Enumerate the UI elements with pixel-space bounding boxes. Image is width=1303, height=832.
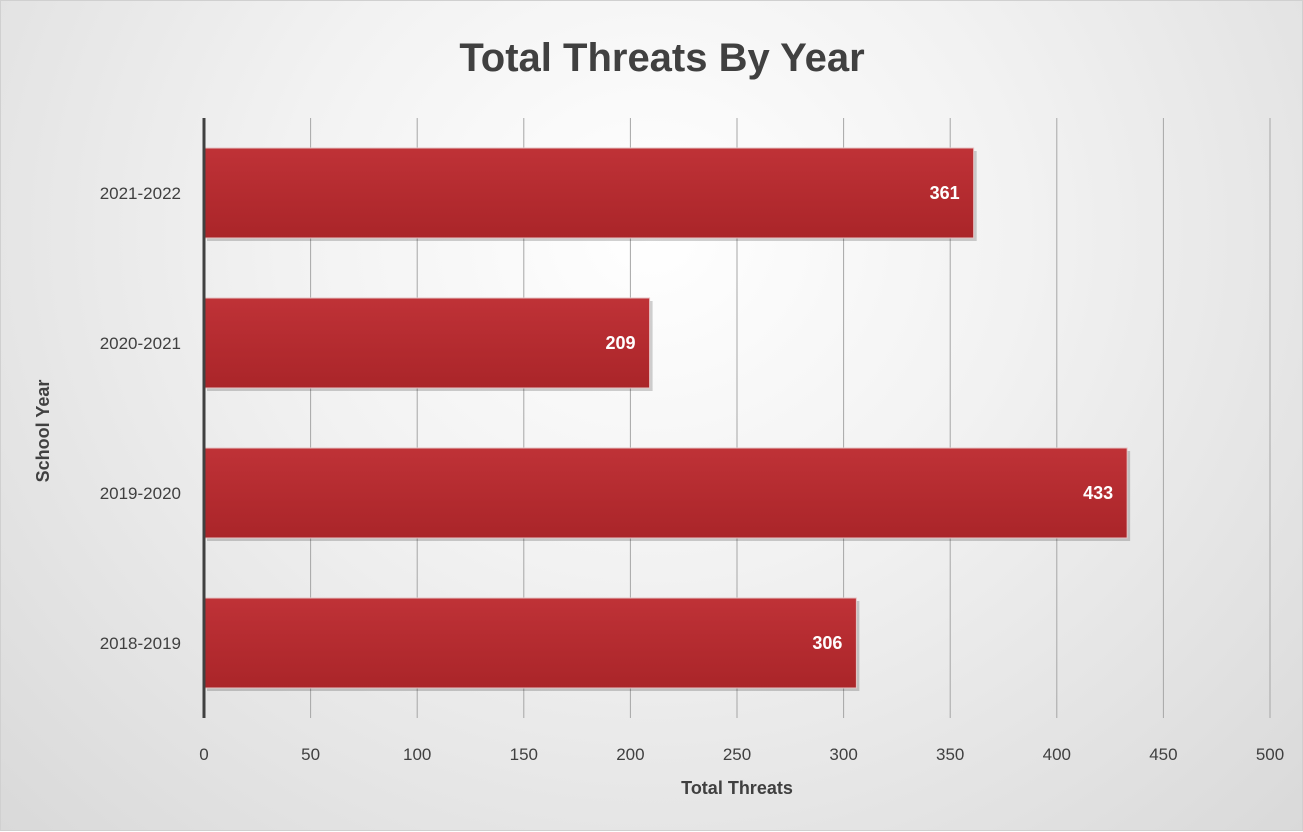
x-tick-label: 450 [1149,745,1177,764]
data-label: 361 [930,183,960,203]
x-tick-label: 400 [1043,745,1071,764]
data-label: 433 [1083,483,1113,503]
data-label: 209 [606,333,636,353]
y-tick-label: 2019-2020 [100,484,181,503]
x-tick-label: 350 [936,745,964,764]
bar [203,297,651,389]
x-tick-label: 250 [723,745,751,764]
x-tick-label: 500 [1256,745,1284,764]
bar [203,147,975,239]
x-tick-label: 0 [199,745,208,764]
y-tick-label: 2021-2022 [100,184,181,203]
y-tick-label: 2020-2021 [100,334,181,353]
x-tick-label: 200 [616,745,644,764]
y-tick-label: 2018-2019 [100,634,181,653]
x-axis-title: Total Threats [681,778,793,798]
x-tick-label: 150 [510,745,538,764]
y-axis-title: School Year [33,380,53,483]
data-label: 306 [812,633,842,653]
bar [203,597,857,689]
x-tick-label: 300 [829,745,857,764]
bar [203,447,1128,539]
x-tick-label: 100 [403,745,431,764]
x-tick-label: 50 [301,745,320,764]
chart-title: Total Threats By Year [459,36,864,80]
